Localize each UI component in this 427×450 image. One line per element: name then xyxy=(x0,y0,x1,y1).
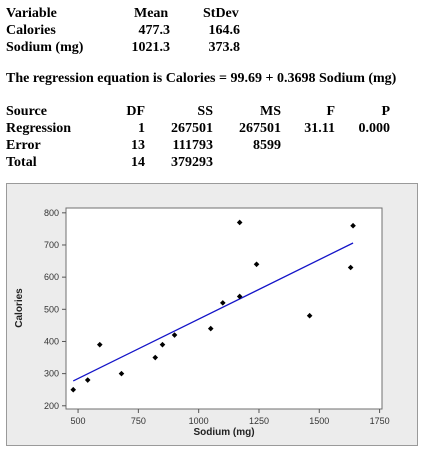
row-error-ss: 111793 xyxy=(172,138,213,153)
row-error-df: 13 xyxy=(131,138,145,153)
row-sodium-mean: 1021.3 xyxy=(131,40,171,55)
y-tick-label: 300 xyxy=(44,369,59,379)
data-points xyxy=(70,219,356,393)
header-ms: MS xyxy=(260,104,281,119)
x-tick-label: 500 xyxy=(71,416,86,426)
y-axis: 200 300 400 500 600 700 800 xyxy=(44,208,66,411)
scatter-plot-figure: 200 300 400 500 600 700 800 500 750 1000 1250 1500… xyxy=(6,183,418,446)
data-point xyxy=(152,354,159,361)
row-regression-ss: 267501 xyxy=(171,121,213,136)
row-error-ms: 8599 xyxy=(253,138,281,153)
data-point xyxy=(236,219,243,226)
header-variable: Variable xyxy=(6,6,57,21)
header-source: Source xyxy=(6,104,47,119)
y-tick-label: 700 xyxy=(44,240,59,250)
header-ss: SS xyxy=(197,104,213,119)
row-regression-f: 31.11 xyxy=(304,121,335,136)
data-point xyxy=(84,377,91,383)
header-mean: Mean xyxy=(134,6,169,21)
scatter-plot: 200 300 400 500 600 700 800 500 750 1000 1250 1500… xyxy=(14,207,390,438)
regression-equation: The regression equation is Calories = 99… xyxy=(6,71,397,86)
row-total-ss: 379293 xyxy=(171,155,213,170)
y-tick-label: 800 xyxy=(44,208,59,218)
row-error-source: Error xyxy=(6,138,41,153)
data-point xyxy=(96,341,103,348)
row-sodium-stdev: 373.8 xyxy=(208,40,241,55)
row-regression-df: 1 xyxy=(138,121,145,136)
y-tick-label: 200 xyxy=(44,401,59,411)
row-regression-ms: 267501 xyxy=(239,121,281,136)
y-axis-label: Calories xyxy=(14,288,25,328)
row-calories-stdev: 164.6 xyxy=(208,23,241,38)
row-total-df: 14 xyxy=(131,155,145,170)
data-point xyxy=(306,312,313,319)
x-tick-label: 1750 xyxy=(370,416,390,426)
row-calories-variable: Calories xyxy=(6,23,56,38)
regression-line xyxy=(72,242,354,382)
data-point xyxy=(70,386,77,393)
header-p: P xyxy=(381,104,390,119)
data-point xyxy=(118,370,125,377)
row-calories-mean: 477.3 xyxy=(138,23,171,38)
header-f: F xyxy=(326,104,335,119)
row-total-source: Total xyxy=(6,155,37,170)
row-regression-source: Regression xyxy=(6,121,72,136)
data-point xyxy=(171,332,178,338)
regression-line-group xyxy=(72,242,354,382)
y-tick-label: 500 xyxy=(44,304,59,314)
data-point xyxy=(207,325,214,332)
header-stdev: StDev xyxy=(203,6,239,21)
y-tick-label: 400 xyxy=(44,336,59,346)
x-tick-label: 750 xyxy=(131,416,146,426)
x-axis-label: Sodium (mg) xyxy=(193,427,254,438)
data-point xyxy=(159,341,166,348)
header-df: DF xyxy=(126,104,145,119)
data-point xyxy=(253,261,260,268)
x-tick-label: 1000 xyxy=(189,416,209,426)
data-point xyxy=(236,293,243,300)
plot-area xyxy=(65,207,383,410)
row-regression-p: 0.000 xyxy=(358,121,391,136)
y-tick-label: 600 xyxy=(44,272,59,282)
x-tick-label: 1500 xyxy=(309,416,329,426)
data-point xyxy=(347,264,354,271)
x-axis: 500 750 1000 1250 1500 1750 xyxy=(71,409,390,426)
x-tick-label: 1250 xyxy=(249,416,269,426)
row-sodium-variable: Sodium (mg) xyxy=(6,40,84,55)
